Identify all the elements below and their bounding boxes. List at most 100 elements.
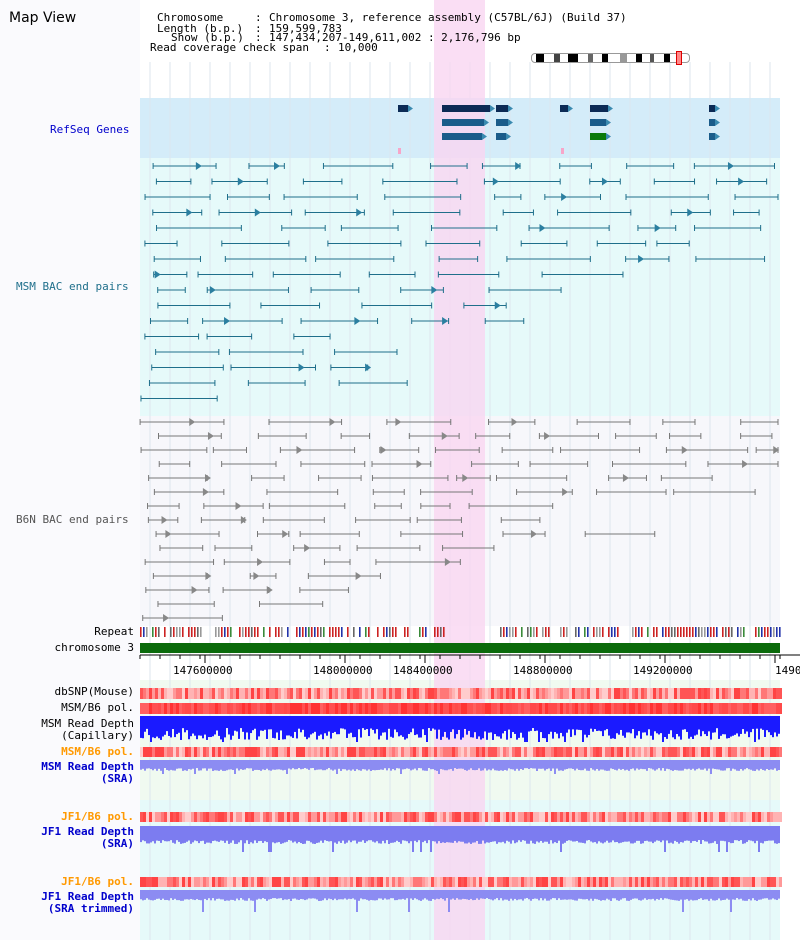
msm-capillary-depth-bar [236, 716, 238, 732]
msm-sra-depth-bar [542, 760, 544, 769]
msm-capillary-depth-bar [312, 716, 314, 734]
msm-capillary-depth-bar [320, 716, 322, 735]
msm-pol-sra-label[interactable]: MSM/B6 pol. [61, 745, 134, 758]
dbsnp-cell [758, 688, 761, 699]
jf1-pol-cell [692, 812, 695, 822]
ideogram-position-marker[interactable] [676, 51, 682, 65]
msm-sra-depth-bar [240, 760, 242, 770]
msm-sra-depth-bar [204, 760, 206, 769]
repeat-element [545, 627, 547, 637]
dbsnp-cell [461, 688, 464, 699]
msm-pol-cell [353, 703, 356, 714]
msm-pol-cell [539, 703, 542, 714]
refseq-genes-label[interactable]: RefSeq Genes [50, 123, 130, 136]
dbsnp-cell [512, 688, 515, 699]
jf1-trimmed-depth-bar [752, 890, 754, 899]
dbsnp-cell [653, 688, 656, 699]
msm-capillary-depth-bar [532, 716, 534, 729]
repeat-element [593, 627, 595, 637]
jf1-pol-cell [413, 812, 416, 822]
jf1-pol2-cell [560, 877, 563, 887]
msm-sra-depth-bar [330, 760, 332, 770]
msm-bac-arrow [298, 363, 305, 372]
dbsnp-cell [428, 688, 431, 699]
jf1-pol2-cell [353, 877, 356, 887]
msm-sra-depth-bar [298, 760, 300, 769]
jf1-pol2-label[interactable]: JF1/B6 pol. [61, 875, 134, 888]
msm-depth-capillary-label[interactable]: MSM Read Depth [41, 717, 134, 730]
jf1-depth-bar [686, 826, 688, 841]
refseq-gene [496, 105, 508, 112]
jf1-trimmed-depth-bar [292, 890, 294, 899]
jf1-trimmed-depth-bar [346, 890, 348, 900]
jf1-pol-label[interactable]: JF1/B6 pol. [61, 810, 134, 823]
dbsnp-cell [299, 688, 302, 699]
jf1-pol2-cell [356, 877, 359, 887]
msm-capillary-depth-bar [548, 716, 550, 735]
jf1-depth-bar [532, 826, 534, 844]
repeat-element [140, 627, 142, 637]
jf1-depth-bar [242, 826, 244, 852]
msm-capillary-depth-bar [226, 716, 228, 729]
chromosome-ideogram[interactable] [531, 53, 690, 63]
msm-pol-cell [242, 703, 245, 714]
repeat-element [755, 627, 757, 637]
dbsnp-cell [290, 688, 293, 699]
jf1-pol-cell [338, 812, 341, 822]
b6n-bac-arrow [163, 614, 170, 622]
jf1-depth-bar [400, 826, 402, 844]
msm-pol-cell [251, 703, 254, 714]
jf1-depth-bar [646, 826, 648, 841]
msm-sra-depth-bar [576, 760, 578, 769]
msm-bac-label[interactable]: MSM BAC end pairs [16, 280, 129, 293]
jf1-trimmed-depth-bar [270, 890, 272, 899]
jf1-trimmed-label[interactable]: JF1 Read Depth [41, 890, 134, 903]
dbsnp-label[interactable]: dbSNP(Mouse) [54, 685, 134, 698]
jf1-pol2-cell [254, 877, 257, 887]
b6n-bac-label[interactable]: B6N BAC end pairs [16, 513, 129, 526]
msm-sra-depth-bar [674, 760, 676, 770]
msm-pol-cell [140, 703, 143, 714]
jf1-depth-bar [454, 826, 456, 841]
repeat-element [329, 627, 331, 637]
jf1-pol-cell [635, 812, 638, 822]
msm-sra-depth-bar [410, 760, 412, 771]
jf1-pol2-cell [143, 877, 146, 887]
dbsnp-cell [341, 688, 344, 699]
msm-depth-sra-label[interactable]: MSM Read Depth [41, 760, 134, 773]
msm-capillary-depth-bar [676, 716, 678, 735]
jf1-depth-bar [506, 826, 508, 841]
jf1-depth-bar [286, 826, 288, 842]
jf1-depth-bar [234, 826, 236, 844]
msm-sra-depth-bar [206, 760, 208, 771]
dbsnp-cell [533, 688, 536, 699]
msm-pol-sra-cell [677, 747, 680, 757]
msm-capillary-depth-bar [340, 716, 342, 729]
msm-pol-label[interactable]: MSM/B6 pol. [61, 701, 134, 714]
msm-pol-sra-cell [683, 747, 686, 757]
jf1-pol2-cell [374, 877, 377, 887]
jf1-depth-bar [640, 826, 642, 844]
dbsnp-cell [407, 688, 410, 699]
jf1-trimmed-depth-bar [258, 890, 260, 899]
jf1-trimmed-depth-bar [410, 890, 412, 899]
msm-capillary-depth-bar [566, 716, 568, 733]
msm-capillary-depth-bar [518, 716, 520, 738]
msm-pol-cell [500, 703, 503, 714]
jf1-trimmed-depth-bar [360, 890, 362, 899]
msm-capillary-depth-bar [458, 716, 460, 730]
dbsnp-cell [242, 688, 245, 699]
msm-pol-sra-cell [278, 747, 281, 757]
repeat-element [332, 627, 334, 637]
jf1-trimmed-depth-bar [320, 890, 322, 901]
jf1-pol-cell [737, 812, 740, 822]
msm-sra-depth-bar [182, 760, 184, 771]
jf1-depth-label[interactable]: JF1 Read Depth [41, 825, 134, 838]
jf1-trimmed-depth-bar [544, 890, 546, 899]
jf1-trimmed-depth-bar [248, 890, 250, 899]
msm-sra-depth-bar [366, 760, 368, 771]
jf1-pol2-cell [413, 877, 416, 887]
msm-capillary-depth-bar [464, 716, 466, 729]
jf1-pol2-cell [515, 877, 518, 887]
msm-sra-depth-bar [712, 760, 714, 769]
